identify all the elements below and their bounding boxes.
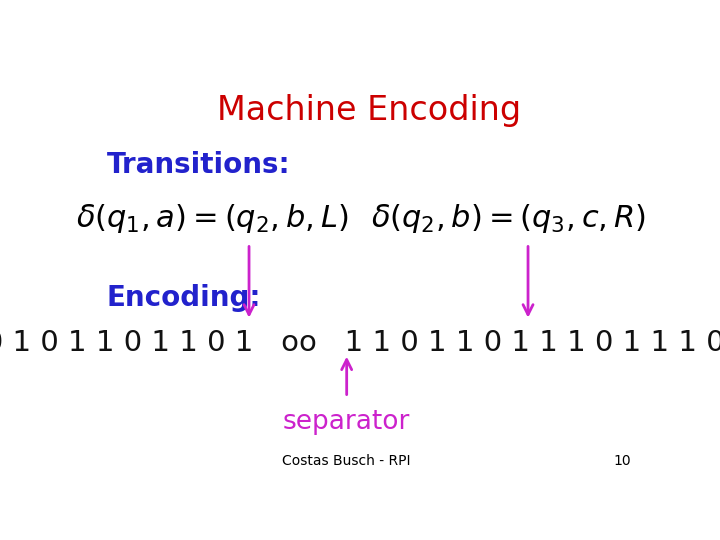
Text: $\delta(q_2,b) = (q_3,c,R)$: $\delta(q_2,b) = (q_3,c,R)$ xyxy=(371,202,646,235)
Text: $\delta(q_1,a) = (q_2,b,L)$: $\delta(q_1,a) = (q_2,b,L)$ xyxy=(76,202,349,235)
Text: Transitions:: Transitions: xyxy=(107,151,290,179)
Text: Machine Encoding: Machine Encoding xyxy=(217,94,521,127)
Text: 10: 10 xyxy=(613,454,631,468)
Text: Encoding:: Encoding: xyxy=(107,284,261,312)
Text: 1 0 1 0 1 1 0 1 1 0 1   oo   1 1 0 1 1 0 1 1 1 0 1 1 1 0 1 1: 1 0 1 0 1 1 0 1 1 0 1 oo 1 1 0 1 1 0 1 1… xyxy=(0,329,720,357)
Text: separator: separator xyxy=(283,409,410,435)
Text: Costas Busch - RPI: Costas Busch - RPI xyxy=(282,454,411,468)
